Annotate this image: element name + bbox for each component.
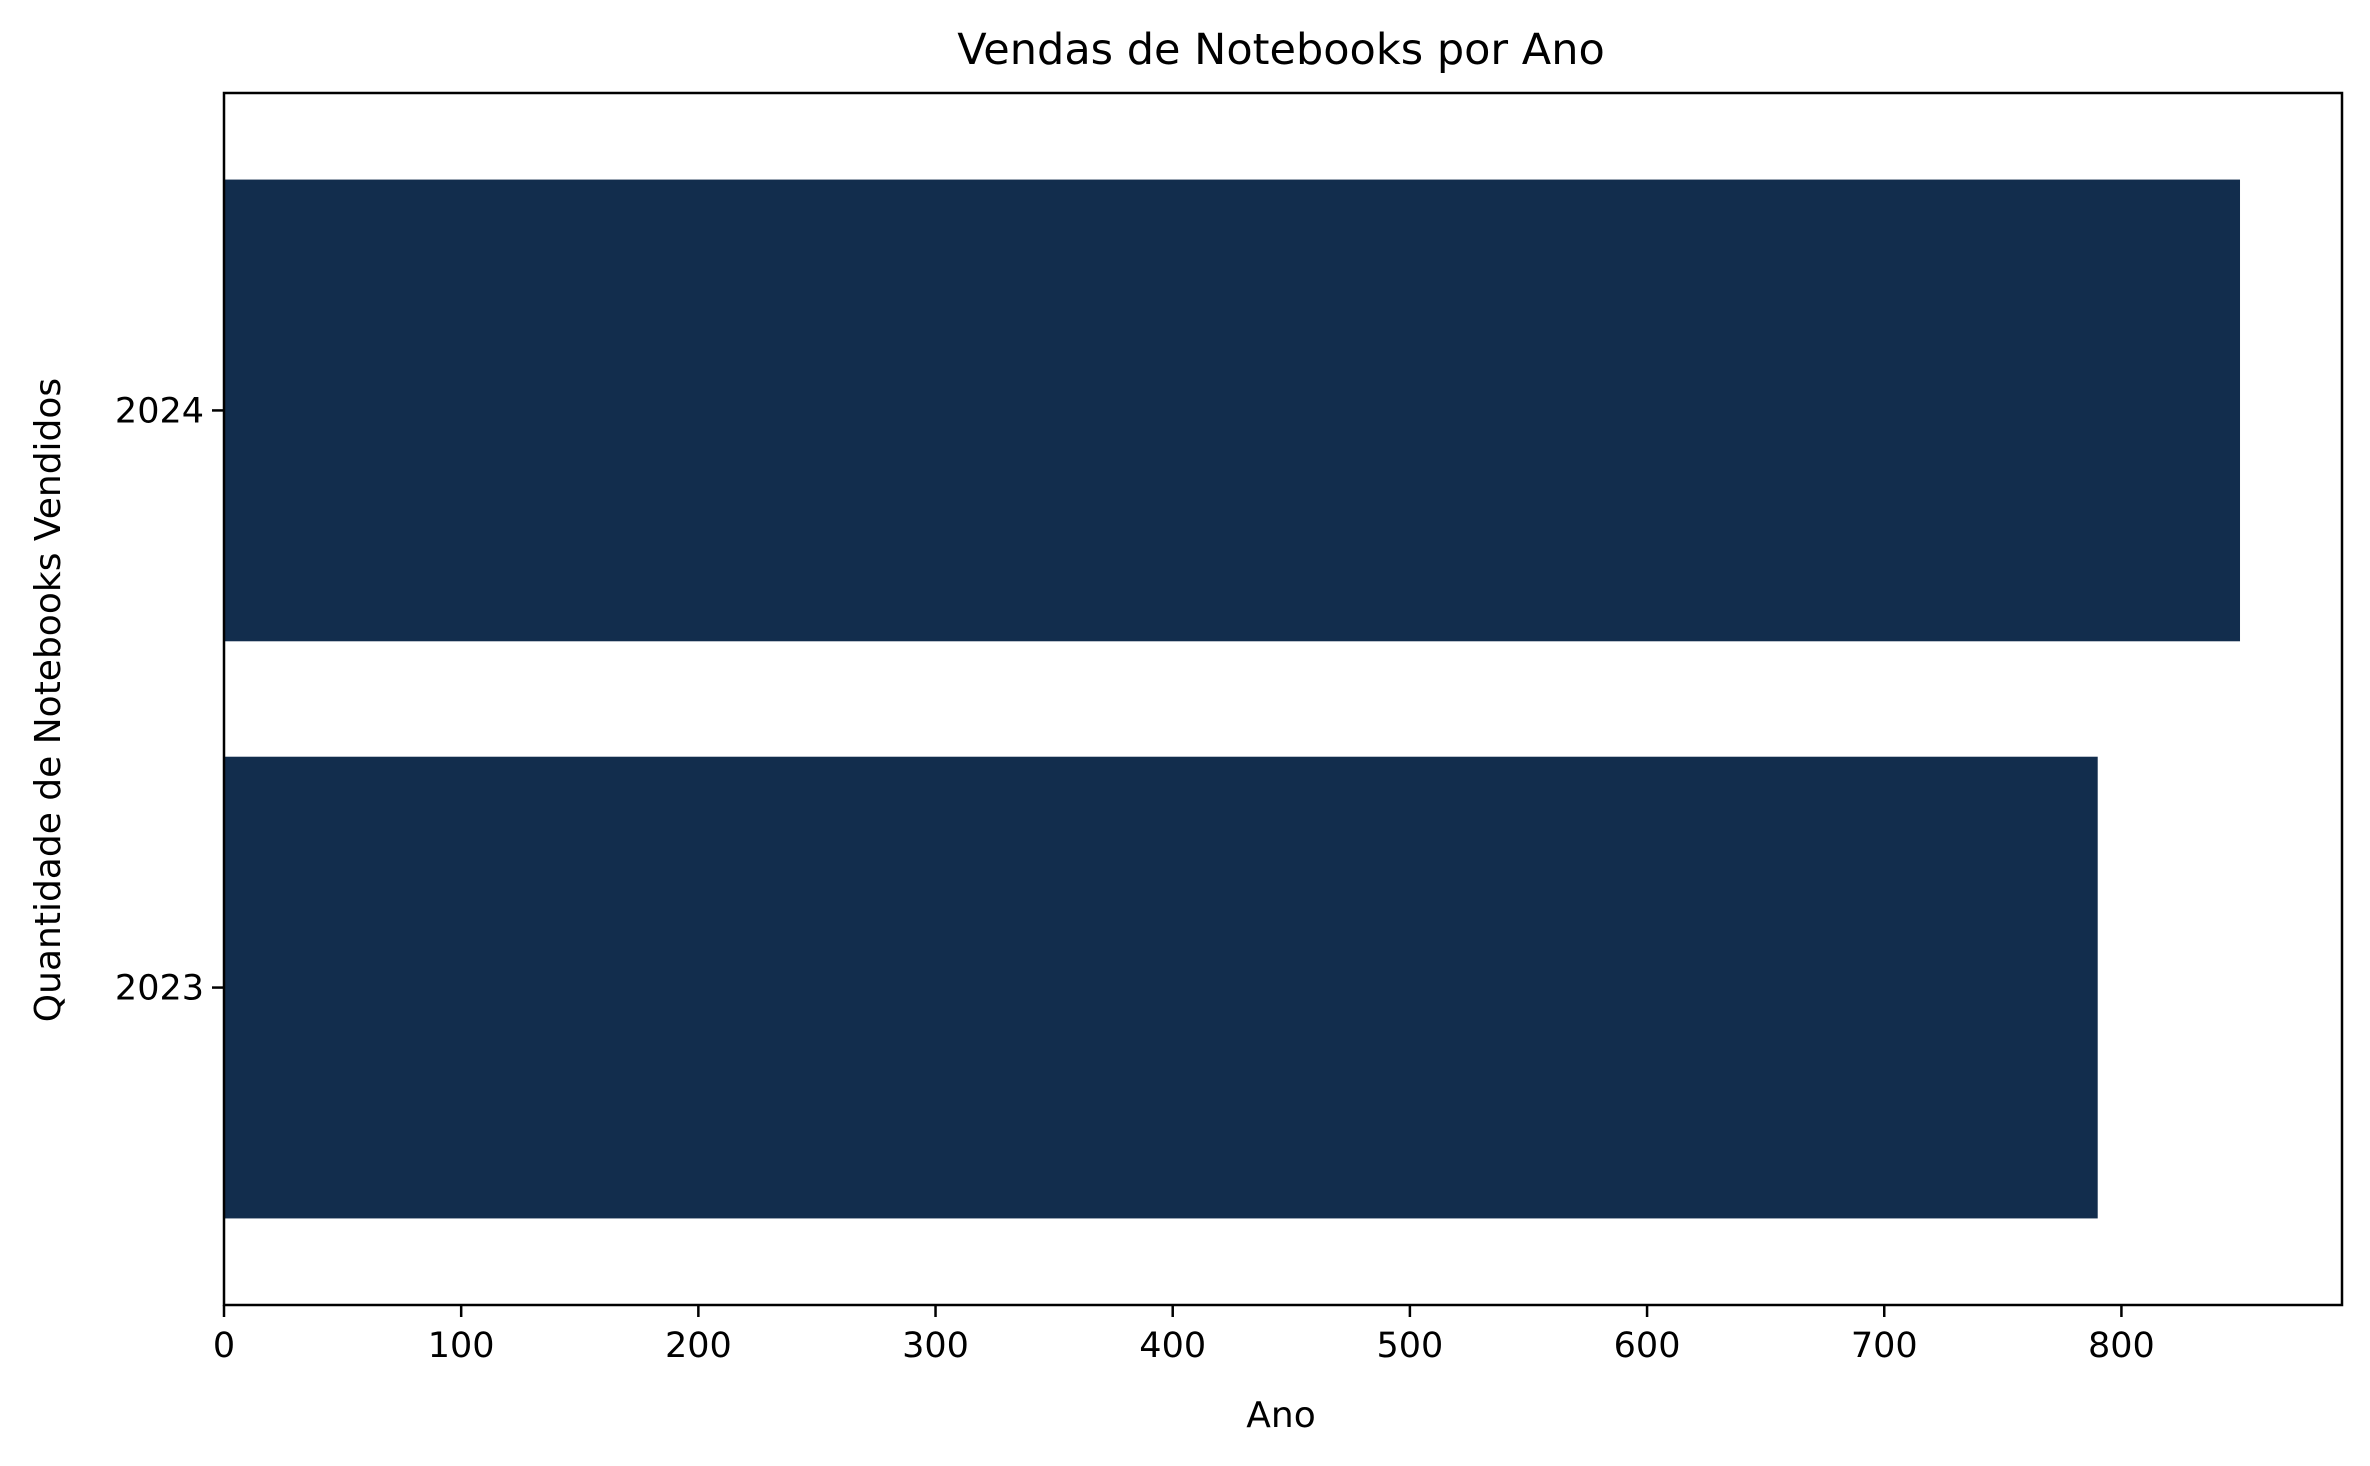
- x-axis-ticks: 0 100 200 300 400 500 600 700 800: [213, 1305, 2155, 1366]
- y-axis-ticks: 2023 2024: [115, 391, 224, 1009]
- chart-title: Vendas de Notebooks por Ano: [957, 25, 1605, 75]
- x-tick-label: 100: [428, 1326, 495, 1366]
- y-axis-label: Quantidade de Notebooks Vendidos: [28, 378, 69, 1022]
- bar-2024: [224, 179, 2241, 642]
- x-tick-label: 400: [1139, 1326, 1206, 1366]
- bars-group: [224, 179, 2241, 1219]
- y-tick-label: 2023: [115, 969, 204, 1009]
- x-axis-label: Ano: [1246, 1395, 1315, 1436]
- x-tick-label: 600: [1614, 1326, 1681, 1366]
- y-tick-label: 2024: [115, 391, 204, 431]
- x-tick-label: 200: [665, 1326, 732, 1366]
- x-tick-label: 500: [1376, 1326, 1443, 1366]
- x-tick-label: 800: [2088, 1326, 2155, 1366]
- plot-frame: [222, 91, 2344, 1307]
- x-tick-label: 0: [213, 1326, 235, 1366]
- x-tick-label: 700: [1851, 1326, 1918, 1366]
- x-tick-label: 300: [902, 1326, 969, 1366]
- bar-2023: [224, 756, 2098, 1219]
